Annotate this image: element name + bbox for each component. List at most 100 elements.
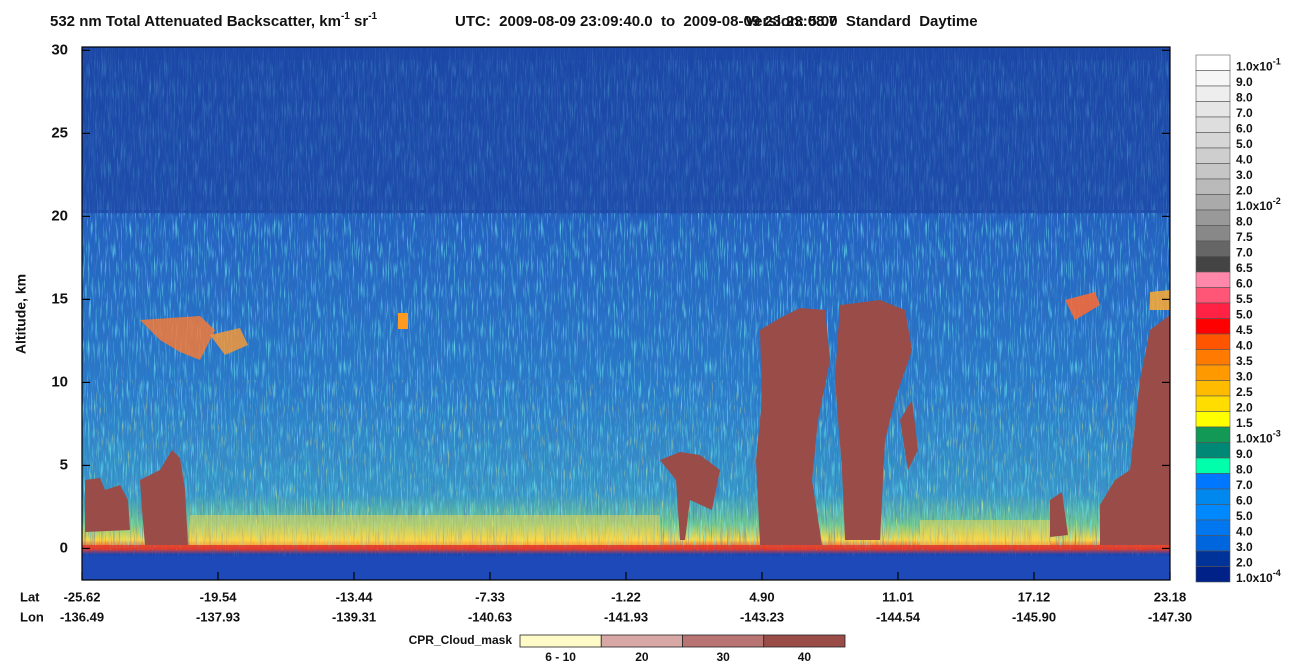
cirrus [1150, 290, 1170, 310]
colorbar-label-text: 2.5 [1236, 385, 1253, 399]
field-texture [82, 60, 1170, 210]
surface-layer [920, 520, 1050, 545]
colorbar-label-text: 8.0 [1236, 91, 1253, 105]
colorbar-label: 4.0 [1236, 339, 1253, 353]
colorbar-label-text: 7.5 [1236, 230, 1253, 244]
colorbar-cell [1195, 566, 1231, 583]
y-tick-label: 15 [51, 290, 68, 307]
colorbar-label: 5.5 [1236, 292, 1253, 306]
title-text: 532 nm Total Attenuated Backscatter, km [50, 13, 341, 30]
colorbar-cell [1195, 302, 1231, 319]
y-tick-label: 20 [51, 207, 68, 224]
colorbar-cell [1195, 488, 1231, 505]
colorbar-label: 8.0 [1236, 215, 1253, 229]
y-tick-label: 0 [60, 539, 68, 556]
colorbar-label-text: 3.0 [1236, 168, 1253, 182]
x-tick-label: -141.93 [604, 609, 648, 624]
colorbar-label: 7.0 [1236, 478, 1253, 492]
colorbar-cell [1195, 209, 1231, 226]
colorbar-label-text: 1.5 [1236, 416, 1253, 430]
colorbar-cell [1195, 225, 1231, 242]
colorbar-label-text: 8.0 [1236, 463, 1253, 477]
colorbar-label: 1.5 [1236, 416, 1253, 430]
colorbar-cell [1195, 457, 1231, 474]
title-text: sr [350, 13, 369, 30]
colorbar-cell [1195, 132, 1231, 149]
cirrus [1065, 292, 1100, 320]
colorbar-label-text: 6.0 [1236, 494, 1253, 508]
cloud-mask-region [85, 300, 1170, 545]
colorbar-label-text: 4.5 [1236, 323, 1253, 337]
colorbar-cell [1195, 178, 1231, 195]
cirrus [398, 313, 408, 329]
colorbar-cell [1195, 504, 1231, 521]
cloud [660, 452, 720, 540]
field-texture [82, 380, 1170, 550]
cloud [900, 400, 918, 470]
colorbar-label-text: 6.0 [1236, 122, 1253, 136]
colorbar-label: 8.0 [1236, 91, 1253, 105]
colorbar-cell [1195, 473, 1231, 490]
legend-label: 30 [716, 650, 730, 664]
colorbar-label: 6.0 [1236, 277, 1253, 291]
colorbar-label: 6.0 [1236, 122, 1253, 136]
colorbar-label-text: 4.0 [1236, 339, 1253, 353]
colorbar-cell [1195, 519, 1231, 536]
colorbar-label: 3.0 [1236, 168, 1253, 182]
colorbar-label: 7.5 [1236, 230, 1253, 244]
colorbar-label-text: 3.0 [1236, 370, 1253, 384]
x-row-name: Lat [20, 589, 40, 604]
cloud-mask-title: CPR_Cloud_mask [409, 633, 513, 647]
colorbar-label: 6.0 [1236, 494, 1253, 508]
colorbar-cell [1195, 101, 1231, 118]
colorbar-label-text: 3.0 [1236, 540, 1253, 554]
x-tick-label: -1.22 [611, 589, 641, 604]
colorbar-label: 7.0 [1236, 246, 1253, 260]
colorbar-cell [1195, 426, 1231, 443]
colorbar-cell [1195, 380, 1231, 397]
y-axis-label: Altitude, km [13, 274, 29, 354]
legend-swatch [763, 634, 846, 648]
colorbar-label: 1.0x10-3 [1236, 429, 1281, 446]
surface-line [82, 545, 1170, 549]
cloud [1100, 315, 1170, 545]
colorbar-label-text: 9.0 [1236, 75, 1253, 89]
backscatter-field [82, 47, 1170, 580]
colorbar-label-text: 1.0x10 [1236, 199, 1273, 213]
colorbar-cell [1195, 287, 1231, 304]
utc-range: UTC: 2009-08-09 23:09:40.0 to 2009-08-09… [455, 13, 837, 30]
colorbar-label: 5.0 [1236, 137, 1253, 151]
x-tick-label: -139.31 [332, 609, 376, 624]
cloud [756, 308, 830, 545]
colorbar-cell [1195, 550, 1231, 567]
colorbar-label: 2.5 [1236, 385, 1253, 399]
x-tick-label: -137.93 [196, 609, 240, 624]
colorbar-label: 3.0 [1236, 370, 1253, 384]
colorbar-label-text: 2.0 [1236, 556, 1253, 570]
colorbar-cell [1195, 256, 1231, 273]
y-tick-label: 5 [60, 456, 68, 473]
colorbar-label-text: 5.0 [1236, 308, 1253, 322]
colorbar-label: 1.0x10-4 [1236, 568, 1281, 585]
colorbar-cell [1195, 240, 1231, 257]
y-tick-label: 10 [51, 373, 68, 390]
title-sup: -1 [368, 11, 377, 22]
colorbar-label-text: 6.5 [1236, 261, 1253, 275]
colorbar-label-sup: -2 [1273, 196, 1281, 206]
colorbar-label-text: 2.0 [1236, 184, 1253, 198]
x-tick-label: 11.01 [882, 589, 914, 604]
legend-label: 20 [635, 650, 649, 664]
colorbar-cell [1195, 364, 1231, 381]
colorbar-label-text: 6.0 [1236, 277, 1253, 291]
x-tick-label: -136.49 [60, 609, 104, 624]
y-tick-label: 25 [51, 124, 68, 141]
colorbar-label: 9.0 [1236, 447, 1253, 461]
x-tick-label: -143.23 [740, 609, 784, 624]
cirrus [140, 316, 215, 360]
version: Version: 5.00 Standard Daytime [745, 13, 978, 30]
colorbar-label-text: 7.0 [1236, 246, 1253, 260]
colorbar-cell [1195, 147, 1231, 164]
colorbar-label: 4.5 [1236, 323, 1253, 337]
x-tick-label: -13.44 [336, 589, 374, 604]
